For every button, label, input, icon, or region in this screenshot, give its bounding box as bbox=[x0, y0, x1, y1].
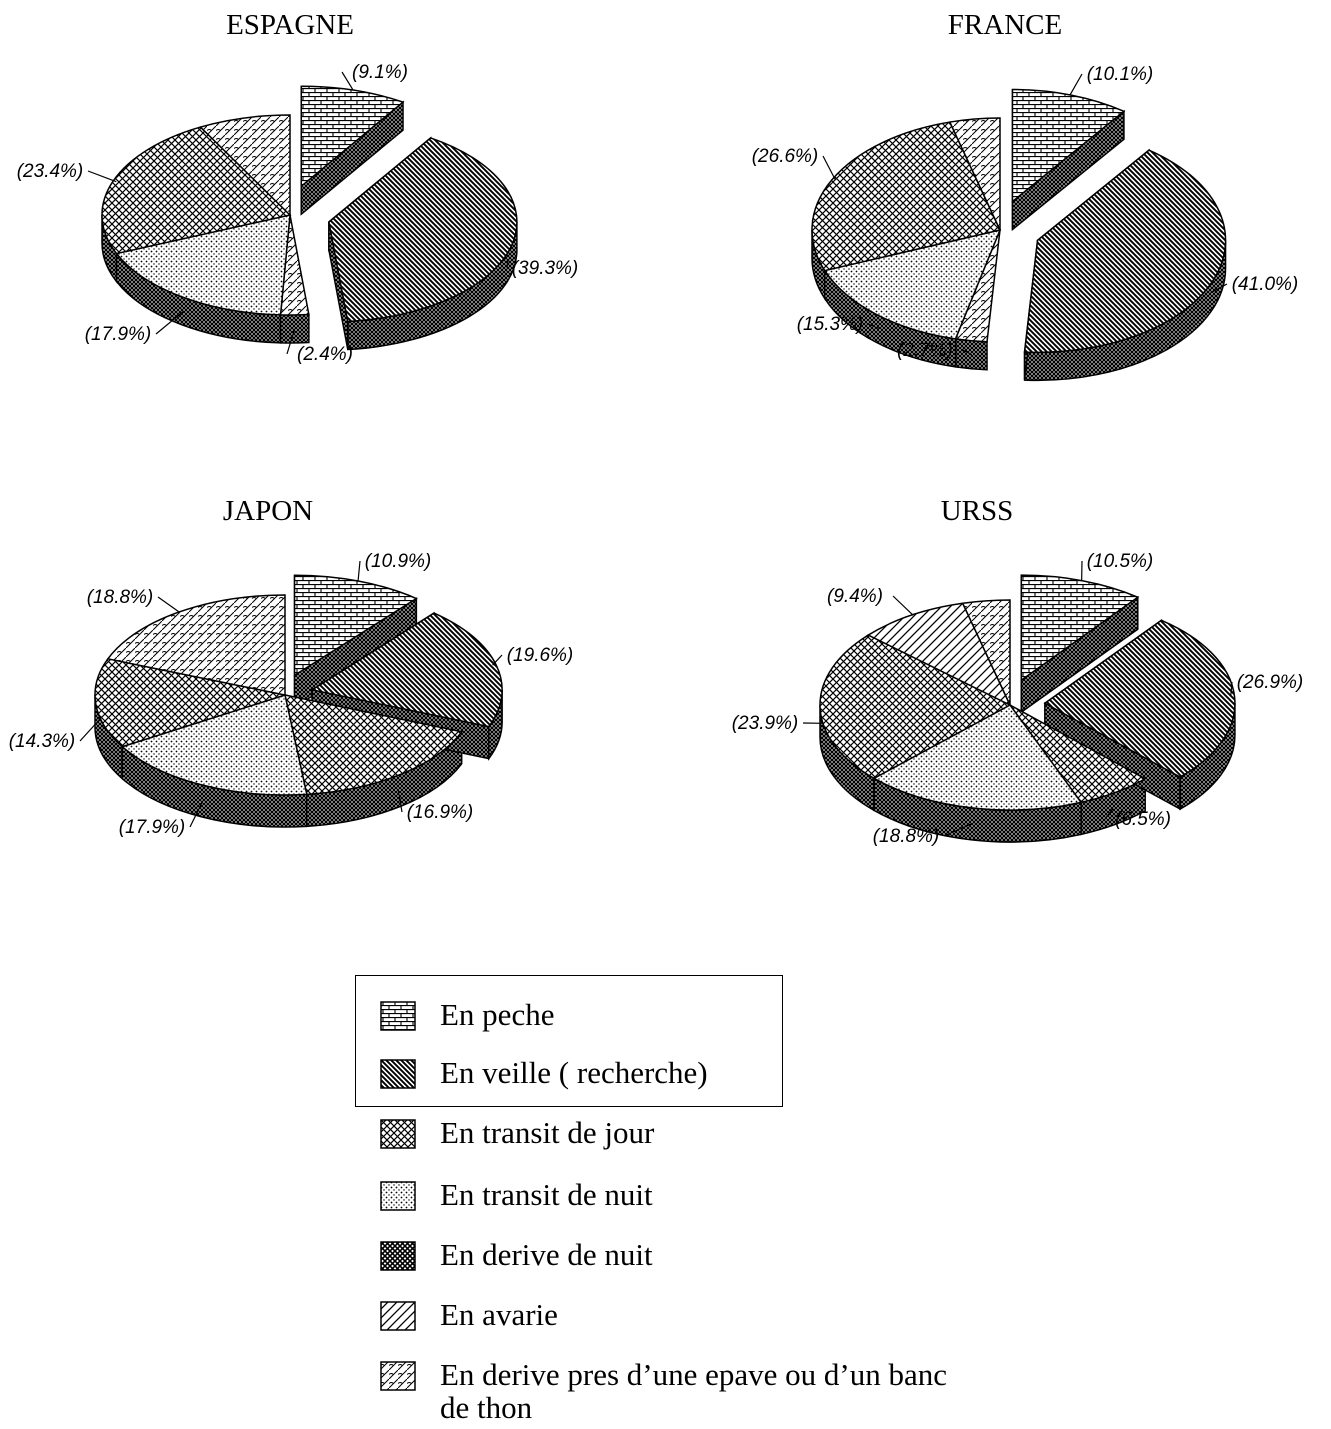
pie-slice bbox=[961, 599, 1011, 706]
pie-chart-title: URSS bbox=[941, 495, 1014, 527]
slice-percentage-label: (41.0%) bbox=[1232, 274, 1299, 295]
slice-percentage-label: (15.3%) bbox=[797, 314, 864, 335]
slice-percentage-label: (16.9%) bbox=[407, 802, 474, 823]
pie-slice bbox=[310, 612, 503, 728]
slice-percentage-label: (23.9%) bbox=[732, 713, 799, 734]
label-leader-line bbox=[286, 328, 296, 355]
slice-percentage-label: (18.8%) bbox=[873, 826, 940, 847]
pie-slice bbox=[300, 85, 405, 188]
slice-percentage-label: (10.5%) bbox=[1087, 551, 1154, 572]
legend-label: En transit de nuit bbox=[440, 1177, 653, 1212]
slice-percentage-label: (19.6%) bbox=[507, 645, 574, 666]
label-leader-line bbox=[943, 823, 972, 837]
pie-slice bbox=[948, 117, 1001, 231]
slice-percentage-label: (26.9%) bbox=[1237, 672, 1304, 693]
legend-label: En transit de jour bbox=[440, 1115, 655, 1150]
slice-percentage-label: (9.1%) bbox=[352, 62, 408, 83]
legend-swatch bbox=[380, 1181, 416, 1211]
legend-item: En transit de nuit bbox=[380, 1178, 960, 1211]
label-leader-line bbox=[1210, 283, 1228, 294]
pie-slice bbox=[120, 694, 308, 796]
slice-percentage-label: (17.9%) bbox=[119, 817, 186, 838]
legend-label: En veille ( recherche) bbox=[440, 1055, 708, 1090]
slice-percentage-label: (26.6%) bbox=[752, 146, 819, 167]
legend-item: En derive pres d’une epave ou d’un banc … bbox=[380, 1358, 960, 1424]
pie-chart-espagne: (9.1%) (39.3%) (2.4%) (17.9%) (23.4%) ESPAGNE bbox=[17, 9, 579, 365]
legend-box bbox=[355, 975, 783, 1107]
label-leader-line bbox=[492, 654, 503, 666]
pie-slice bbox=[94, 657, 288, 748]
pie-slice bbox=[1023, 149, 1227, 354]
slice-percentage-label: (10.1%) bbox=[1087, 64, 1154, 85]
label-leader-line bbox=[189, 800, 204, 828]
pie-slice bbox=[1043, 619, 1236, 778]
label-leader-line bbox=[1069, 73, 1083, 96]
legend-item: En transit de jour bbox=[380, 1116, 960, 1149]
pie-slice bbox=[1011, 88, 1126, 204]
legend-swatch bbox=[380, 1241, 416, 1271]
label-leader-line bbox=[867, 323, 879, 329]
slice-percentage-label: (17.9%) bbox=[85, 324, 152, 345]
pie-chart-title: FRANCE bbox=[948, 9, 1062, 41]
pie-slice-side bbox=[279, 313, 310, 344]
pie-slice bbox=[811, 121, 1002, 272]
pie-slice bbox=[293, 574, 418, 677]
pie-chart-title: ESPAGNE bbox=[226, 9, 354, 41]
legend-swatch bbox=[380, 1301, 416, 1331]
legend-swatch bbox=[380, 1059, 416, 1089]
slice-percentage-label: (2.7%) bbox=[897, 340, 953, 361]
legend-label: En peche bbox=[440, 997, 555, 1032]
pie-chart-urss: (10.5%) (26.9%) (6.5%) (18.8%) (23.9%) (9.4%)… bbox=[732, 495, 1304, 847]
label-leader-line bbox=[1104, 808, 1114, 820]
label-leader-line bbox=[892, 595, 914, 616]
legend-item: En veille ( recherche) bbox=[380, 1056, 960, 1089]
slice-percentage-label: (23.4%) bbox=[17, 161, 84, 182]
label-leader-line bbox=[155, 310, 185, 335]
slice-percentage-label: (2.4%) bbox=[297, 344, 353, 365]
label-leader-line bbox=[822, 155, 836, 181]
pie-slice bbox=[106, 594, 286, 696]
label-leader-line bbox=[1230, 681, 1233, 697]
pie-slice bbox=[872, 704, 1083, 811]
pie-charts-figure: (9.1%) (39.3%) (2.4%) (17.9%) (23.4%) ESPAGNE… bbox=[9, 9, 1304, 847]
label-leader-line bbox=[357, 560, 361, 582]
pie-slice bbox=[328, 137, 518, 323]
pie-chart-title: JAPON bbox=[223, 495, 313, 527]
legend-item: En derive de nuit bbox=[380, 1238, 960, 1271]
legend-swatch bbox=[380, 1361, 416, 1391]
pie-slice bbox=[284, 694, 463, 796]
pie-slice bbox=[866, 602, 1012, 707]
label-leader-line bbox=[397, 790, 403, 813]
label-leader-line bbox=[79, 719, 100, 742]
legend-swatch bbox=[380, 1119, 416, 1149]
legend-label: En derive pres d’une epave ou d’un banc … bbox=[440, 1357, 947, 1425]
legend-item: En peche bbox=[380, 998, 960, 1031]
legend-label: En avarie bbox=[440, 1297, 558, 1332]
legend-swatch bbox=[380, 1001, 416, 1031]
pie-slice bbox=[823, 228, 1002, 340]
pie-slice bbox=[101, 126, 292, 255]
pie-slice bbox=[1020, 574, 1140, 682]
pie-chart-france: (10.1%) (41.0%) (2.7%) (15.3%) (26.6%) FRANCE bbox=[752, 9, 1299, 382]
legend-label: En derive de nuit bbox=[440, 1237, 653, 1272]
slice-percentage-label: (10.9%) bbox=[365, 551, 432, 572]
label-leader-line bbox=[962, 349, 973, 356]
label-leader-line bbox=[506, 259, 509, 269]
pie-slice bbox=[819, 634, 1012, 780]
slice-percentage-label: (6.5%) bbox=[1115, 809, 1171, 830]
label-leader-line bbox=[157, 596, 181, 613]
pie-slice bbox=[199, 114, 291, 217]
slice-percentage-label: (9.4%) bbox=[827, 586, 883, 607]
legend-item: En avarie bbox=[380, 1298, 960, 1331]
slice-percentage-label: (39.3%) bbox=[512, 258, 579, 279]
label-leader-line bbox=[87, 170, 117, 183]
pie-chart-japon: (10.9%) (19.6%) (16.9%) (17.9%) (14.3%) (18.8… bbox=[9, 495, 574, 838]
pie-slice bbox=[115, 214, 291, 316]
slice-percentage-label: (18.8%) bbox=[87, 587, 154, 608]
slice-percentage-label: (14.3%) bbox=[9, 731, 76, 752]
label-leader-line bbox=[341, 71, 354, 91]
